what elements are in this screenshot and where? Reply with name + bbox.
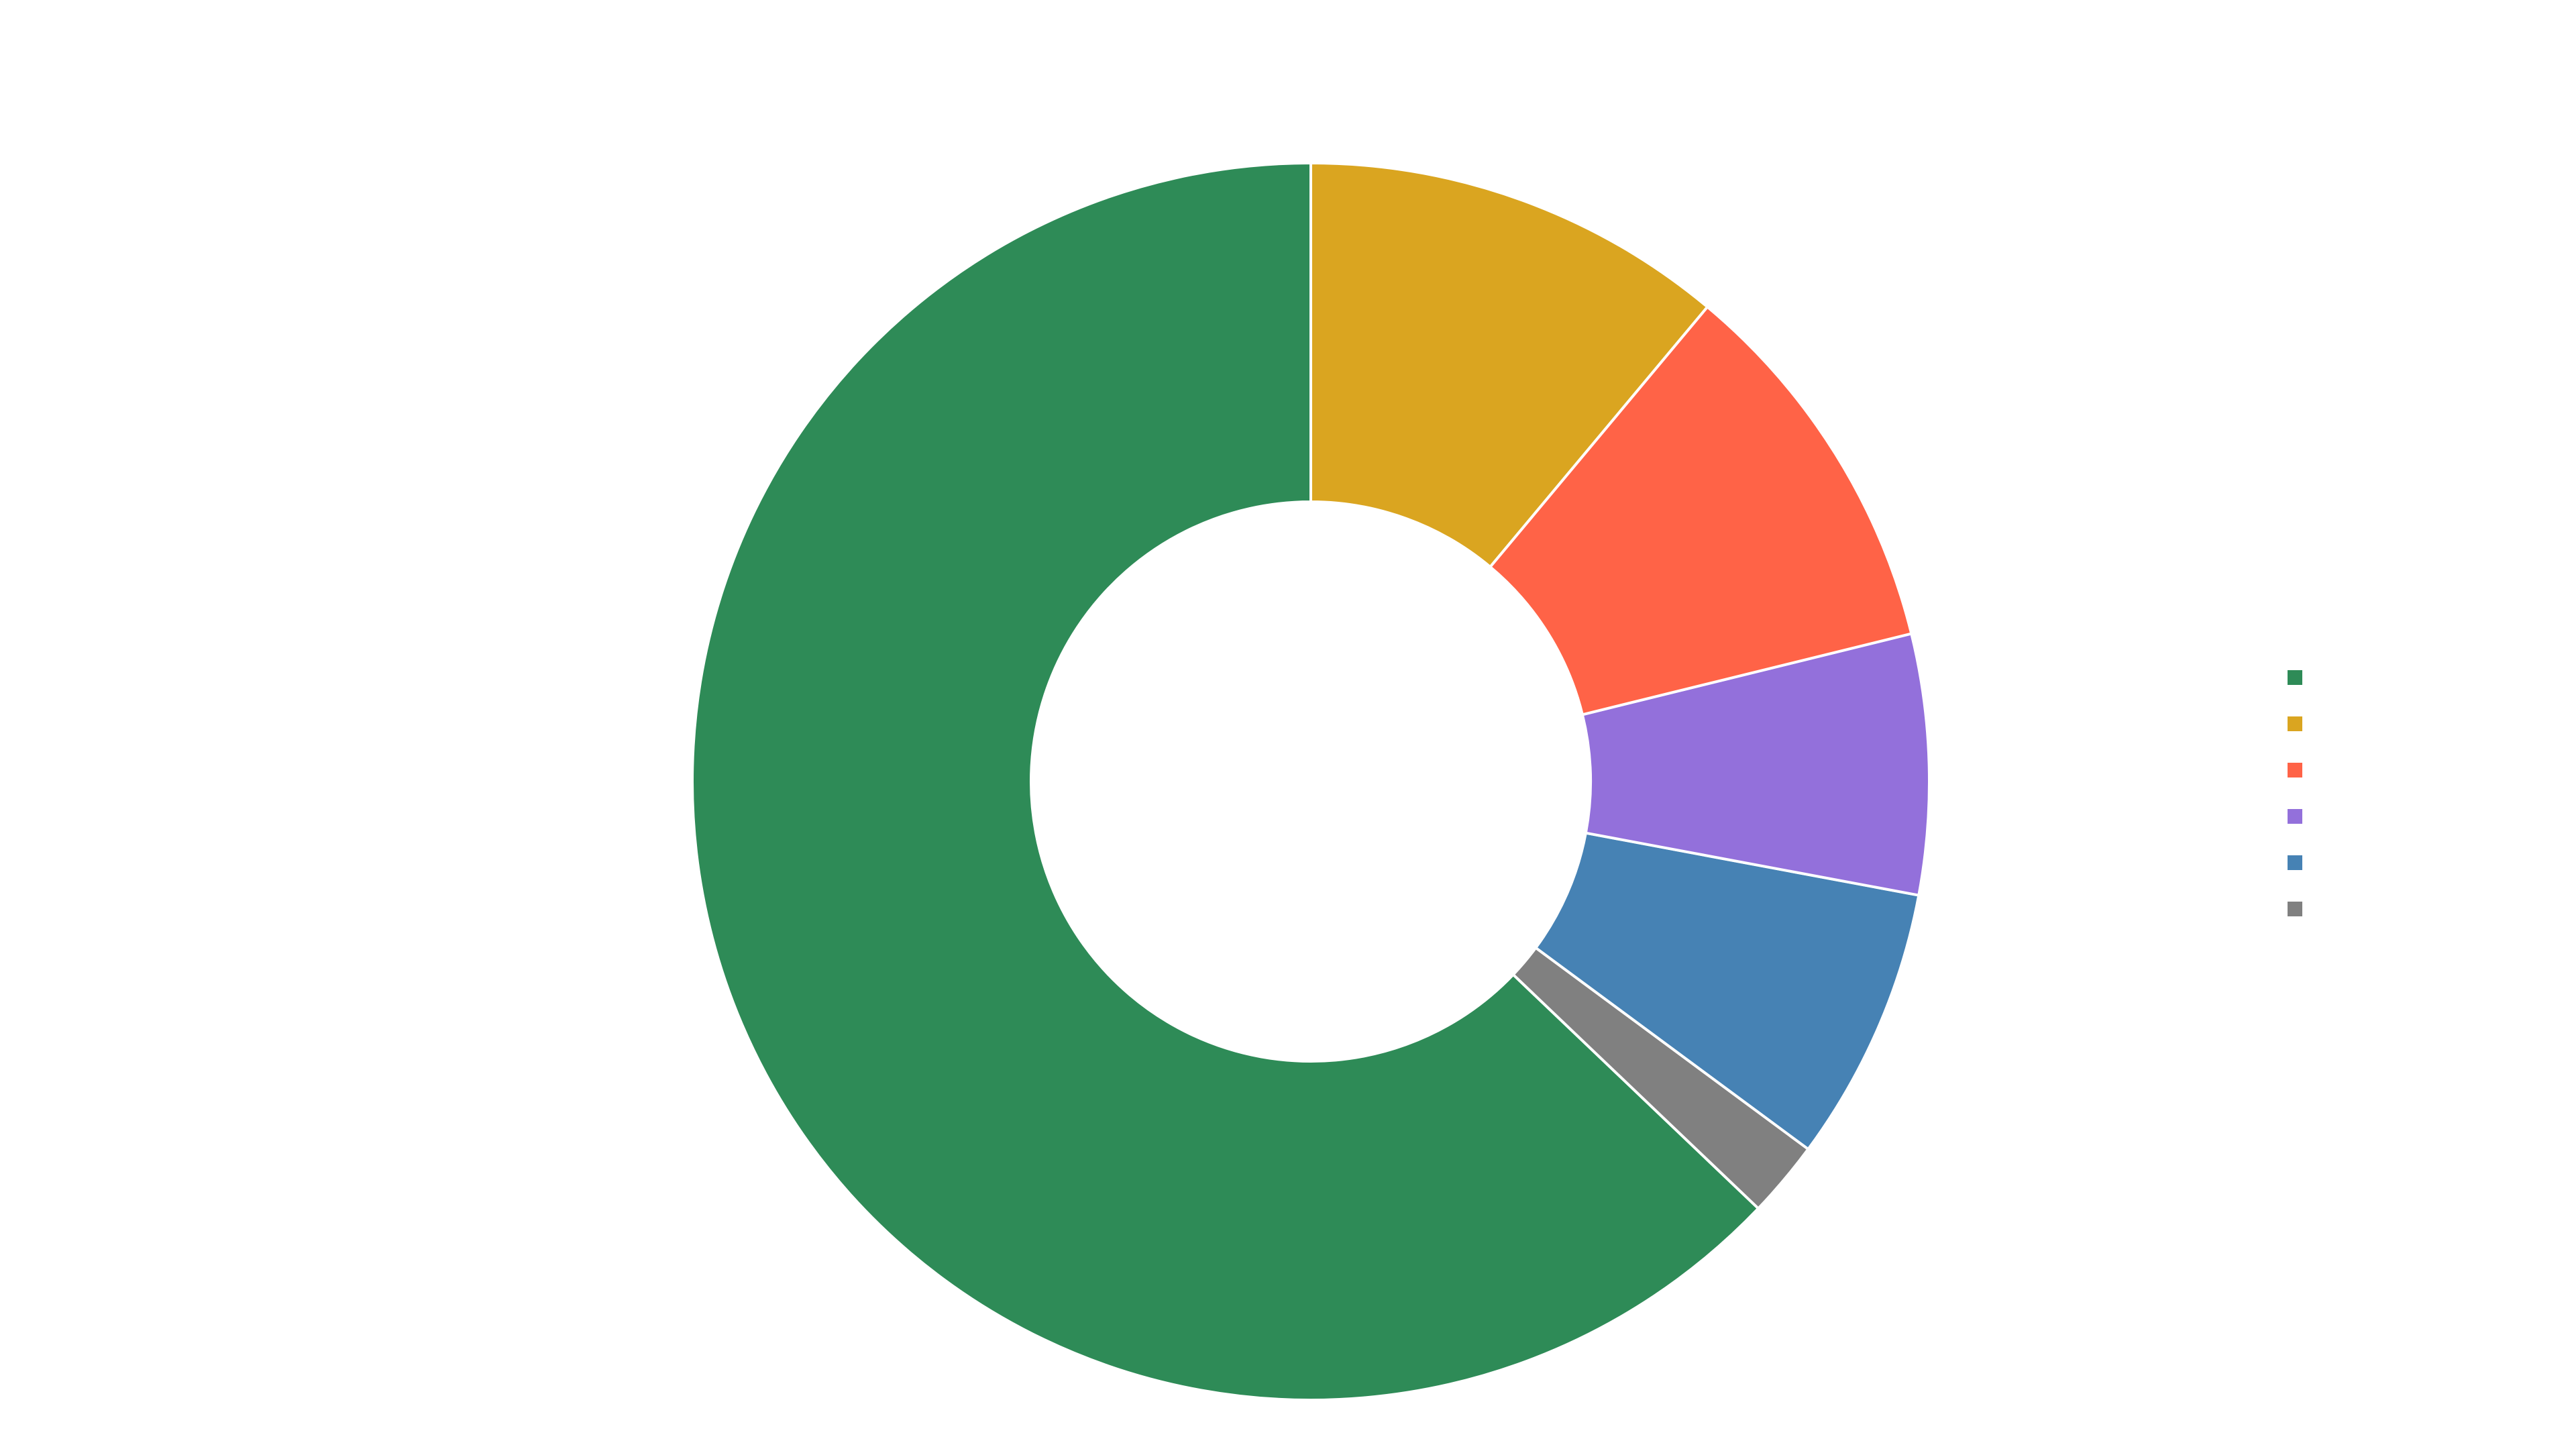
donut-slice-3[interactable]: [1580, 632, 1931, 897]
legend-swatch: [2288, 716, 2302, 731]
legend-swatch: [2288, 855, 2302, 870]
donut-slices: [691, 161, 1931, 1401]
legend-swatch: [2288, 901, 2302, 916]
donut-slice-4[interactable]: [1488, 305, 1913, 716]
legend-swatch: [2288, 762, 2302, 777]
legend-swatch: [2288, 669, 2302, 685]
legend-item[interactable]: [2288, 700, 2542, 747]
legend-swatch: [2288, 808, 2302, 824]
legend-item[interactable]: [2288, 747, 2542, 793]
legend-item[interactable]: [2288, 793, 2542, 839]
legend-item[interactable]: [2288, 839, 2542, 885]
legend-item[interactable]: [2288, 885, 2542, 932]
legend: [2288, 654, 2542, 932]
legend-item[interactable]: [2288, 654, 2542, 700]
donut-slice-0[interactable]: [691, 161, 1760, 1401]
donut-slice-2[interactable]: [1534, 831, 1921, 1151]
donut-slice-5[interactable]: [1309, 161, 1709, 569]
